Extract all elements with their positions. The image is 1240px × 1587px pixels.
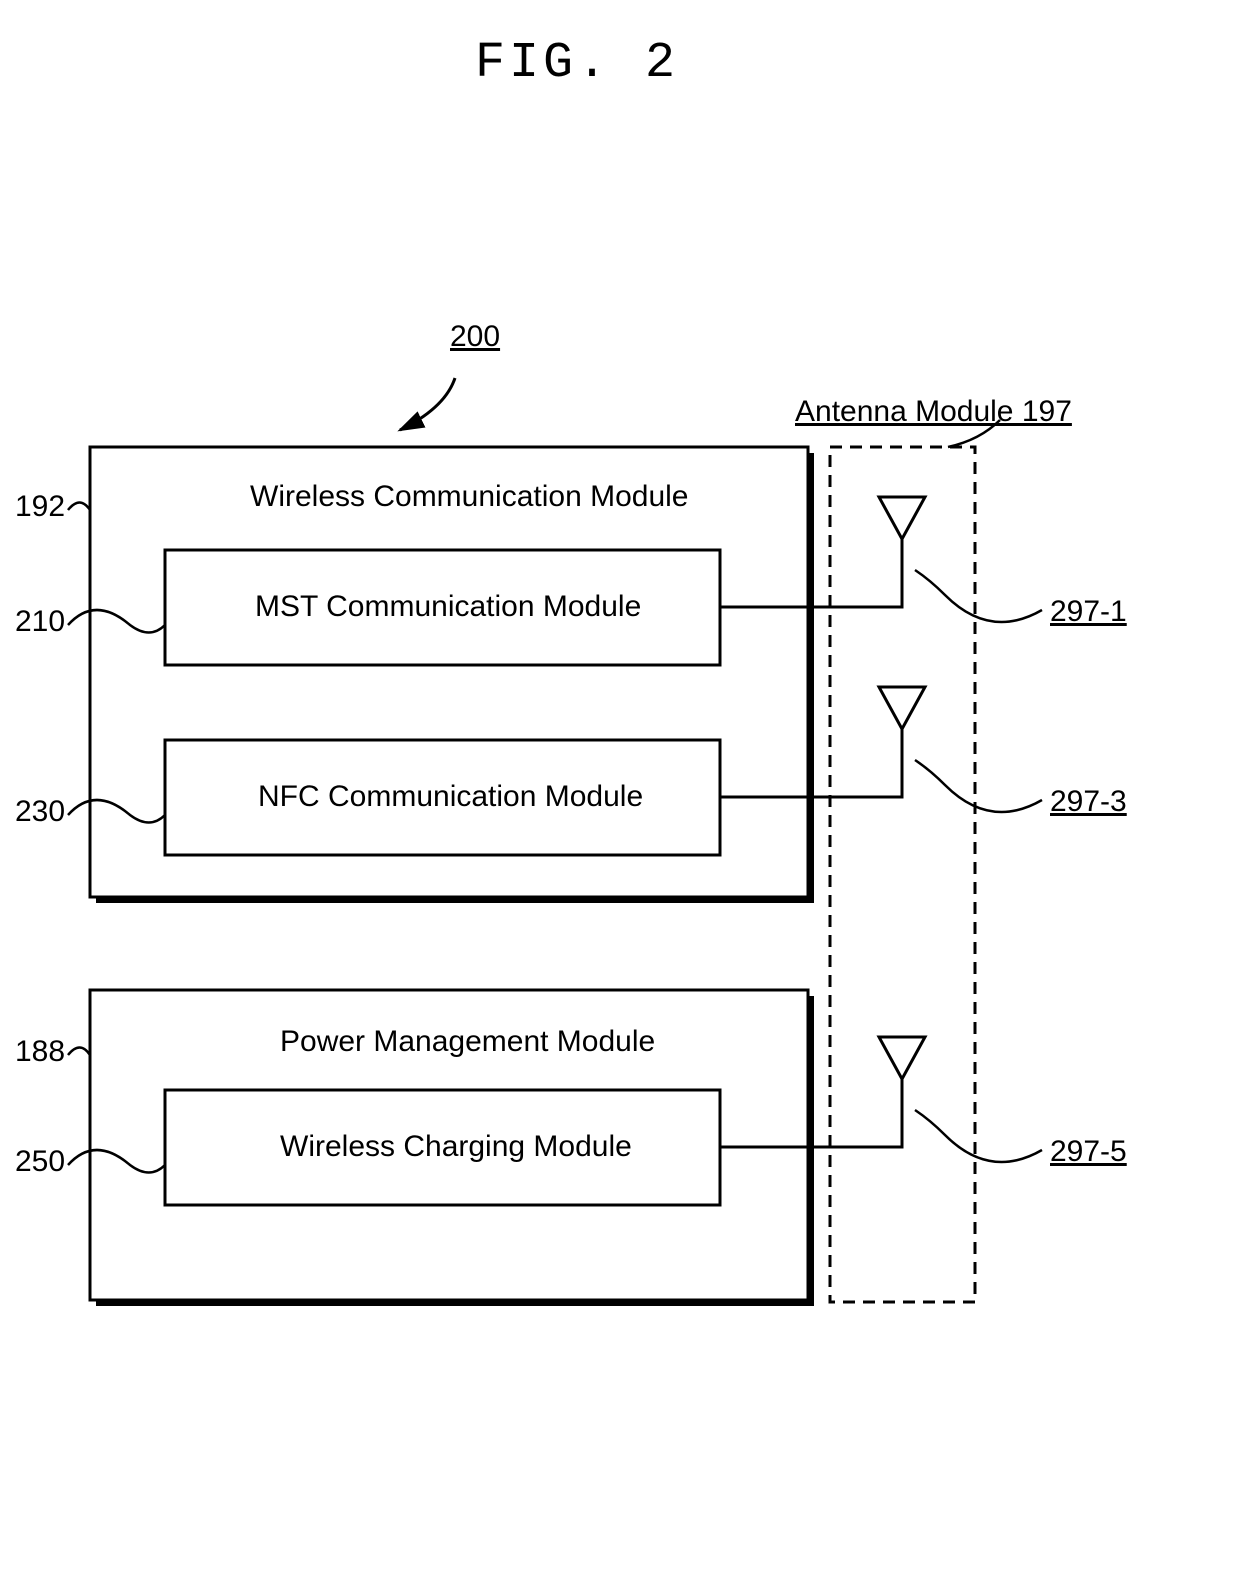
wc-title: Wireless Communication Module <box>250 480 689 514</box>
antenna-ref-5: 297-5 <box>1050 1135 1127 1169</box>
nfc-ref: 230 <box>15 795 65 829</box>
antenna-ref-3: 297-3 <box>1050 785 1127 819</box>
antenna-ref-1: 297-1 <box>1050 595 1127 629</box>
figure-title: FIG. 2 <box>475 35 679 92</box>
wch-ref: 250 <box>15 1145 65 1179</box>
mst-ref: 210 <box>15 605 65 639</box>
pm-ref: 188 <box>15 1035 65 1069</box>
wch-label: Wireless Charging Module <box>280 1130 632 1164</box>
leader-188 <box>68 1048 90 1056</box>
callout-200: 200 <box>450 320 500 354</box>
antenna-module-label: Antenna Module 197 <box>795 395 1072 429</box>
leader-192 <box>68 503 90 511</box>
callout-200-arrow <box>400 378 455 430</box>
pm-title: Power Management Module <box>280 1025 655 1059</box>
nfc-label: NFC Communication Module <box>258 780 643 814</box>
mst-label: MST Communication Module <box>255 590 641 624</box>
wc-ref: 192 <box>15 490 65 524</box>
